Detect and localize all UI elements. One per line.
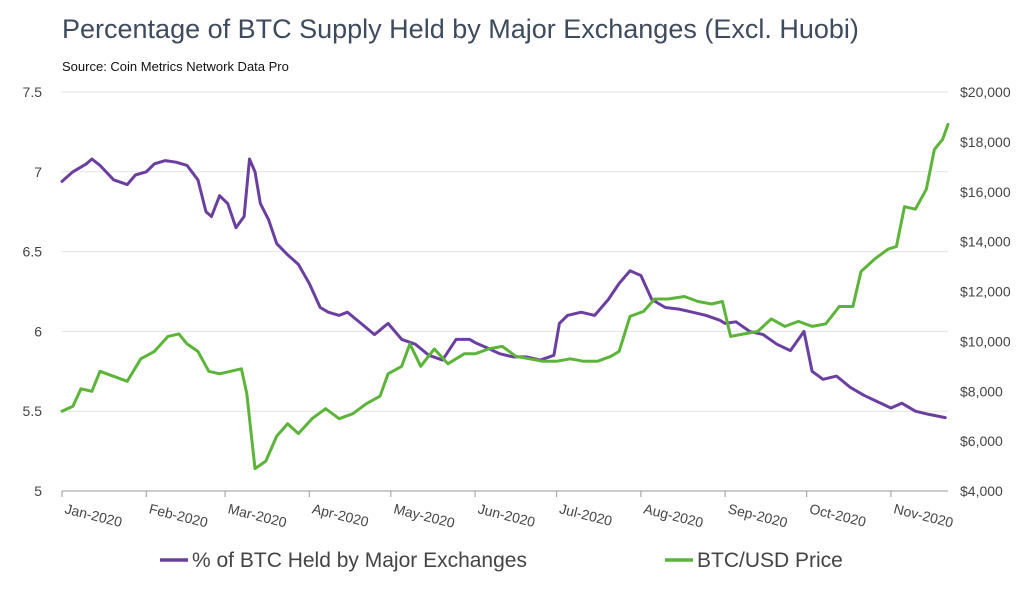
y-right-tick-label: $18,000 bbox=[960, 134, 1011, 150]
x-tick-label: Oct-2020 bbox=[808, 500, 868, 530]
y-right-tick-label: $14,000 bbox=[960, 234, 1011, 250]
x-tick-label: Apr-2020 bbox=[311, 500, 371, 530]
legend-label: % of BTC Held by Major Exchanges bbox=[192, 549, 527, 572]
x-tick-label: Jan-2020 bbox=[63, 500, 124, 530]
series-line-btc-price bbox=[60, 122, 950, 471]
x-tick-label: May-2020 bbox=[392, 500, 456, 531]
series-line-exchange-pct bbox=[60, 157, 947, 420]
x-tick-label: Jun-2020 bbox=[476, 500, 537, 530]
y-right-tick-label: $16,000 bbox=[960, 184, 1011, 200]
y-right-tick-label: $20,000 bbox=[960, 84, 1011, 100]
y-left-tick-label: 5.5 bbox=[23, 403, 43, 419]
chart-title: Percentage of BTC Supply Held by Major E… bbox=[62, 14, 859, 44]
x-tick-label: Nov-2020 bbox=[892, 500, 955, 530]
y-right-tick-label: $4,000 bbox=[960, 483, 1003, 499]
y-right-tick-label: $6,000 bbox=[960, 433, 1003, 449]
legend-label: BTC/USD Price bbox=[697, 549, 843, 572]
x-tick-label: Aug-2020 bbox=[642, 500, 705, 530]
y-left-tick-label: 7.5 bbox=[23, 84, 43, 100]
x-tick-label: Feb-2020 bbox=[148, 500, 210, 530]
x-tick-label: Jul-2020 bbox=[558, 500, 614, 529]
x-tick-label: Sep-2020 bbox=[726, 500, 789, 530]
y-left-tick-label: 7 bbox=[34, 164, 42, 180]
y-left-tick-label: 5 bbox=[34, 483, 42, 499]
y-right-tick-label: $8,000 bbox=[960, 383, 1003, 399]
y-right-tick-label: $12,000 bbox=[960, 284, 1011, 300]
chart-subtitle: Source: Coin Metrics Network Data Pro bbox=[62, 59, 289, 74]
x-tick-label: Mar-2020 bbox=[226, 500, 288, 530]
y-left-tick-label: 6 bbox=[34, 323, 42, 339]
y-right-tick-label: $10,000 bbox=[960, 333, 1011, 349]
y-left-tick-label: 6.5 bbox=[23, 244, 43, 260]
